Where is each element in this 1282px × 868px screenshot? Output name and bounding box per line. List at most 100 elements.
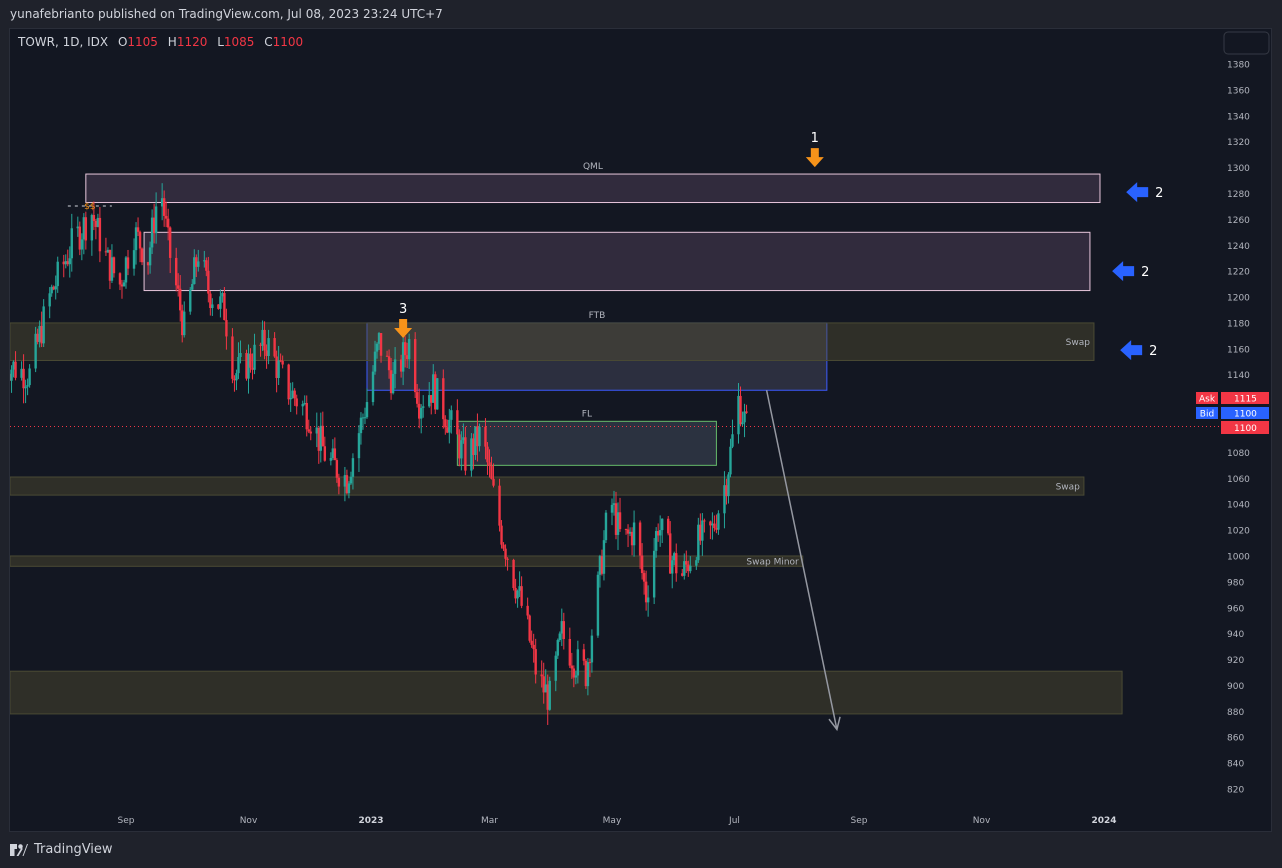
candle-body-7 — [22, 368, 25, 389]
candle-body-221 — [624, 529, 628, 531]
time-tick-2: 2023 — [358, 816, 383, 826]
price-tick-1160: 1160 — [1227, 345, 1250, 355]
candle-body-119 — [335, 460, 339, 478]
candle-body-179 — [504, 548, 507, 559]
candle-body-134 — [377, 333, 381, 344]
candle-body-93 — [263, 329, 266, 351]
candle-body-81 — [231, 336, 234, 379]
candle-body-247 — [697, 524, 700, 561]
candle-body-236 — [667, 518, 670, 534]
time-tick-3: Mar — [481, 816, 498, 826]
candle-body-265 — [745, 411, 748, 413]
candle-body-55 — [154, 206, 158, 234]
candle-body-245 — [689, 565, 692, 572]
zone-box-1 — [143, 231, 1091, 292]
legend: TOWR, 1D, IDX O1105 H1120 L1085 C1100 — [17, 35, 303, 49]
candle-body-190 — [534, 649, 537, 675]
candle-body-160 — [450, 410, 453, 420]
candle-body-125 — [351, 458, 355, 477]
price-tick-960: 960 — [1227, 604, 1244, 614]
candle-body-96 — [273, 338, 276, 357]
candle-body-63 — [179, 288, 182, 311]
candle-body-20 — [56, 261, 59, 287]
candle-body-4 — [12, 361, 15, 370]
candle-body-145 — [407, 339, 411, 360]
candle-body-241 — [681, 573, 684, 576]
price-tick-860: 860 — [1227, 734, 1244, 744]
candle-body-184 — [518, 586, 521, 591]
candle-body-136 — [385, 355, 389, 357]
candle-body-92 — [261, 329, 264, 346]
candle-body-205 — [576, 649, 580, 676]
candle-body-128 — [361, 417, 365, 419]
candle-body-12 — [36, 333, 39, 342]
candle-body-223 — [628, 531, 632, 534]
candle-body-36 — [104, 251, 108, 253]
candle-body-187 — [528, 615, 531, 641]
candle-body-169 — [476, 426, 479, 447]
candle-body-45 — [126, 257, 130, 269]
candle-body-263 — [741, 422, 744, 425]
candle-body-232 — [654, 531, 658, 551]
blue-left-arrow-icon — [1120, 340, 1143, 361]
candle-body-147 — [415, 392, 419, 404]
annotations-layer: $$ 1 3 2 2 2 — [67, 131, 1163, 732]
candle-body-62 — [177, 285, 180, 289]
candle-body-251 — [709, 521, 712, 526]
candle-body-201 — [568, 638, 572, 666]
candle-body-43 — [122, 282, 126, 287]
last-price-value: 1100 — [1234, 424, 1257, 434]
candle-body-83 — [235, 373, 238, 381]
candle-body-228 — [642, 573, 646, 582]
candle-body-240 — [675, 553, 678, 574]
legend-high-value: 1120 — [177, 35, 208, 49]
orange-down-arrow-shape-1 — [805, 148, 824, 168]
candle-body-163 — [460, 440, 463, 459]
candle-body-226 — [638, 522, 642, 556]
candle-body-244 — [687, 564, 690, 572]
candle-body-39 — [110, 257, 114, 281]
candle-body-19 — [54, 286, 57, 290]
candle-body-139 — [391, 373, 395, 394]
candle-body-142 — [401, 342, 405, 372]
price-axis: 1380 1360 1340 1320 1300 1280 1260 1240 1220 1200… — [1227, 61, 1250, 796]
candle-body-227 — [640, 555, 644, 574]
time-tick-6: Sep — [851, 816, 868, 826]
legend-open-value: 1105 — [127, 35, 158, 49]
candle-body-6 — [20, 368, 23, 378]
candle-body-130 — [365, 402, 369, 418]
candle-body-199 — [560, 621, 563, 634]
candle-body-122 — [345, 475, 349, 494]
time-tick-0: Sep — [118, 816, 135, 826]
candle-body-79 — [223, 293, 226, 321]
candle-body-173 — [488, 462, 491, 466]
candle-body-25 — [70, 228, 73, 259]
legend-close-label: C — [264, 35, 272, 49]
chart-settings-box[interactable] — [1223, 31, 1270, 55]
arrow-label-4: 2 — [1141, 265, 1149, 280]
candle-body-17 — [50, 286, 53, 294]
price-tick-840: 840 — [1227, 760, 1244, 770]
candle-body-230 — [646, 597, 650, 603]
price-tags: Ask 1115 Bid 1100 1100 — [1196, 392, 1269, 434]
candle-body-141 — [399, 359, 403, 372]
legend-high-label: H — [168, 35, 177, 49]
candle-body-159 — [448, 419, 451, 433]
candle-body-191 — [540, 674, 543, 677]
arrow-label-3: 2 — [1155, 186, 1163, 201]
zone-label-5: Swap — [1056, 483, 1081, 493]
chart-panel[interactable]: QML FTB Swap FL Swap Swap Minor $$ 1 3 2 2 2 1380 1… — [9, 28, 1272, 832]
candle-body-219 — [616, 512, 620, 535]
candle-body-183 — [516, 590, 519, 599]
blue-left-arrow-shape-5 — [1120, 340, 1143, 361]
candle-body-98 — [277, 360, 280, 378]
price-tick-1340: 1340 — [1227, 112, 1250, 122]
candle-body-233 — [656, 531, 660, 536]
candle-body-8 — [24, 386, 27, 389]
candle-body-13 — [38, 325, 41, 342]
candle-body-143 — [403, 342, 407, 356]
price-tick-1300: 1300 — [1227, 164, 1250, 174]
bid-label: Bid — [1200, 410, 1214, 420]
candle-body-246 — [695, 560, 698, 566]
